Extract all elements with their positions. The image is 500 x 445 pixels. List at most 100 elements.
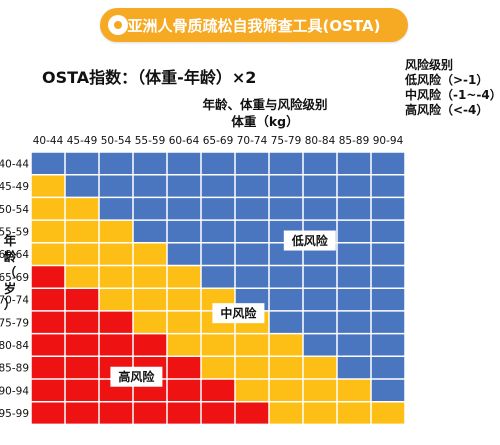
- osta-formula: OSTA指数：（体重-年龄）×2: [42, 68, 257, 87]
- zone-label-high: 高风险: [118, 369, 155, 384]
- x-tick-label: 55-59: [135, 135, 166, 147]
- heatmap-cell-low: [99, 174, 133, 198]
- x-tick-label: 90-94: [373, 135, 404, 147]
- heatmap-cell-low: [235, 197, 269, 221]
- heatmap-cell-low: [303, 333, 337, 357]
- heatmap-cell-low: [269, 265, 303, 289]
- heatmap-cell-mid: [99, 265, 133, 289]
- heatmap-cell-mid: [133, 242, 167, 266]
- y-tick-label: 40-44: [0, 158, 29, 170]
- heatmap-cell-mid: [235, 356, 269, 379]
- heatmap-cell-low: [167, 220, 201, 243]
- heatmap-cell-low: [371, 174, 405, 198]
- heatmap-cell-high: [201, 379, 235, 402]
- heatmap-cell-low: [337, 288, 371, 311]
- zone-label-mid: 中风险: [220, 306, 257, 321]
- heatmap-cell-low: [269, 152, 303, 175]
- y-tick-label: 55-59: [0, 226, 29, 238]
- heatmap-cell-mid: [337, 401, 371, 425]
- y-axis-title-char: 龄: [3, 249, 17, 264]
- heatmap-cell-mid: [167, 333, 201, 357]
- x-axis-title-line2: 体重（kg）: [231, 114, 299, 129]
- heatmap-cell-low: [133, 174, 167, 198]
- heatmap-cell-mid: [303, 356, 337, 379]
- heatmap-cell-high: [167, 379, 201, 402]
- heatmap-cell-low: [337, 265, 371, 289]
- heatmap-cell-mid: [167, 288, 201, 311]
- y-tick-label: 50-54: [0, 204, 29, 216]
- y-tick-label: 80-84: [0, 340, 29, 352]
- x-tick-label: 75-79: [271, 135, 302, 147]
- legend-item-mid: 中风险（-1~-4）: [405, 88, 500, 102]
- heatmap-cell-low: [337, 174, 371, 198]
- heatmap-cell-high: [99, 310, 133, 334]
- zone-label-low: 低风险: [291, 233, 329, 248]
- heatmap-cell-low: [269, 288, 303, 311]
- heatmap-cell-mid: [31, 174, 65, 198]
- heatmap-cell-mid: [31, 242, 65, 266]
- heatmap-cell-high: [31, 310, 65, 334]
- heatmap-cell-low: [337, 356, 371, 379]
- heatmap-cell-mid: [235, 379, 269, 402]
- heatmap-cell-low: [235, 174, 269, 198]
- heatmap-cell-low: [303, 265, 337, 289]
- heatmap-cell-high: [65, 310, 99, 334]
- heatmap-cell-high: [31, 401, 65, 425]
- heatmap-cell-low: [65, 152, 99, 175]
- heatmap-cell-high: [167, 401, 201, 425]
- heatmap-cell-low: [201, 174, 235, 198]
- heatmap-cell-mid: [167, 310, 201, 334]
- heatmap-cell-low: [371, 379, 405, 402]
- heatmap-cell-low: [337, 197, 371, 221]
- heatmap-cell-mid: [269, 401, 303, 425]
- x-tick-label: 60-64: [169, 135, 200, 147]
- zone-label-box-high: [110, 366, 163, 387]
- heatmap-cell-high: [133, 401, 167, 425]
- heatmap-cell-high: [31, 356, 65, 379]
- x-tick-label: 80-84: [305, 135, 336, 147]
- heatmap-cell-mid: [269, 333, 303, 357]
- heatmap-cell-low: [337, 220, 371, 243]
- heatmap-cell-mid: [133, 288, 167, 311]
- y-tick-label: 85-89: [0, 363, 29, 375]
- x-axis-title-line1: 年龄、体重与风险级别: [202, 97, 328, 112]
- heatmap-cell-mid: [269, 356, 303, 379]
- y-axis-title-char: ）: [3, 297, 17, 312]
- heatmap-cell-low: [99, 197, 133, 221]
- heatmap-cell-low: [235, 265, 269, 289]
- heatmap-cell-low: [201, 197, 235, 221]
- heatmap-cell-low: [201, 265, 235, 289]
- heatmap-cell-low: [337, 333, 371, 357]
- heatmap-cell-low: [371, 310, 405, 334]
- heatmap-cell-mid: [201, 333, 235, 357]
- x-tick-label: 45-49: [67, 135, 98, 147]
- y-axis-title-char: 岁: [3, 281, 17, 296]
- heatmap-cell-high: [65, 356, 99, 379]
- heatmap-cell-low: [133, 152, 167, 175]
- heatmap-cell-high: [31, 333, 65, 357]
- heatmap-cell-low: [31, 152, 65, 175]
- heatmap-cell-low: [371, 265, 405, 289]
- heatmap-cell-high: [235, 401, 269, 425]
- heatmap-cell-low: [269, 197, 303, 221]
- heatmap-cell-low: [167, 242, 201, 266]
- heatmap-cell-low: [235, 152, 269, 175]
- y-axis-title-char: （: [3, 265, 17, 280]
- legend-title: 风险级别: [405, 58, 454, 72]
- heatmap-cell-low: [337, 310, 371, 334]
- heatmap-cell-low: [65, 174, 99, 198]
- heatmap-cell-mid: [65, 197, 99, 221]
- heatmap-cell-mid: [201, 356, 235, 379]
- heatmap-cell-low: [99, 152, 133, 175]
- heatmap-cell-low: [371, 288, 405, 311]
- heatmap-cell-low: [235, 220, 269, 243]
- heatmap-cell-mid: [133, 265, 167, 289]
- y-tick-label: 75-79: [0, 317, 29, 329]
- heatmap-cell-high: [99, 333, 133, 357]
- x-tick-label: 40-44: [33, 135, 64, 147]
- heatmap-cell-high: [31, 379, 65, 402]
- heatmap-cell-high: [65, 333, 99, 357]
- heatmap-cell-mid: [31, 197, 65, 221]
- heatmap-cell-low: [201, 220, 235, 243]
